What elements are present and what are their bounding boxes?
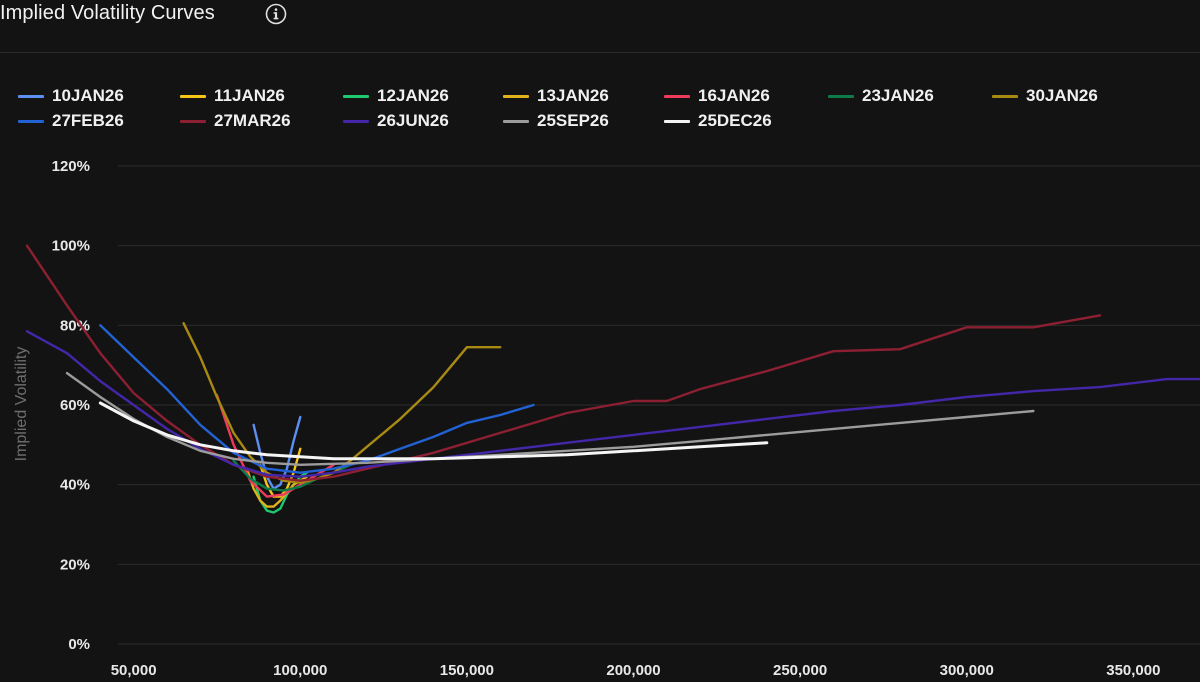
chart-grid	[118, 165, 1200, 645]
legend-swatch	[180, 94, 206, 98]
legend-item-12jan26[interactable]: 12JAN26	[343, 84, 449, 108]
y-tick-label: 60%	[60, 397, 90, 414]
legend-swatch	[180, 119, 206, 123]
legend-swatch	[503, 119, 529, 123]
series-line-27mar26[interactable]	[25, 244, 1102, 482]
legend-label: 13JAN26	[537, 86, 609, 105]
legend-label: 11JAN26	[214, 86, 285, 105]
legend-swatch	[503, 94, 529, 98]
x-tick-label: 200,000	[606, 662, 660, 679]
y-axis-ticks: 0% 20% 40% 60% 80% 100% 120%	[52, 158, 90, 653]
legend-item-10jan26[interactable]: 10JAN26	[18, 84, 124, 108]
info-circle-icon[interactable]	[265, 3, 287, 25]
legend-swatch	[18, 94, 44, 98]
legend-label: 30JAN26	[1026, 86, 1098, 105]
y-tick-label: 0%	[68, 636, 90, 653]
series-line-16jan26[interactable]	[215, 393, 335, 498]
legend-swatch	[992, 94, 1018, 98]
series-line-26jun26[interactable]	[25, 330, 1200, 478]
legend-label: 25SEP26	[537, 111, 609, 130]
legend-item-16jan26[interactable]: 16JAN26	[664, 84, 770, 108]
x-tick-label: 50,000	[111, 662, 157, 679]
legend-item-26jun26[interactable]: 26JUN26	[343, 109, 449, 133]
legend-swatch	[343, 94, 369, 98]
legend-swatch	[664, 94, 690, 98]
series-line-25dec26[interactable]	[98, 401, 769, 461]
legend-swatch	[664, 119, 690, 123]
legend-item-11jan26[interactable]: 11JAN26	[180, 84, 285, 108]
legend-label: 16JAN26	[698, 86, 770, 105]
x-tick-label: 150,000	[440, 662, 494, 679]
chart-series	[25, 244, 1200, 514]
legend-label: 25DEC26	[698, 111, 772, 130]
legend-item-25sep26[interactable]: 25SEP26	[503, 109, 609, 133]
y-axis-label: Implied Volatility	[13, 347, 30, 462]
legend-swatch	[343, 119, 369, 123]
x-tick-label: 350,000	[1106, 662, 1160, 679]
legend-item-27feb26[interactable]: 27FEB26	[18, 109, 124, 133]
y-tick-label: 20%	[60, 556, 90, 573]
x-axis-ticks: 50,000 100,000 150,000 200,000 250,000 300,00…	[111, 662, 1161, 679]
legend-label: 23JAN26	[862, 86, 934, 105]
legend-label: 12JAN26	[377, 86, 449, 105]
y-tick-label: 120%	[52, 158, 90, 175]
legend-item-30jan26[interactable]: 30JAN26	[992, 84, 1098, 108]
legend-label: 26JUN26	[377, 111, 449, 130]
y-tick-label: 100%	[52, 238, 90, 255]
legend-item-13jan26[interactable]: 13JAN26	[503, 84, 609, 108]
legend-item-25dec26[interactable]: 25DEC26	[664, 109, 772, 133]
legend-swatch	[828, 94, 854, 98]
x-tick-label: 300,000	[940, 662, 994, 679]
chart-legend: 10JAN26 11JAN26 12JAN26 13JAN26 16JAN26 23JAN…	[18, 86, 1198, 140]
x-tick-label: 100,000	[273, 662, 327, 679]
series-line-10jan26[interactable]	[252, 415, 302, 490]
y-tick-label: 80%	[60, 317, 90, 334]
chart-header: Implied Volatility Curves	[0, 0, 1200, 53]
x-tick-label: 250,000	[773, 662, 827, 679]
legend-label: 10JAN26	[52, 86, 124, 105]
series-line-27feb26[interactable]	[99, 324, 535, 474]
y-tick-label: 40%	[60, 477, 90, 494]
legend-item-23jan26[interactable]: 23JAN26	[828, 84, 934, 108]
legend-label: 27MAR26	[214, 111, 291, 130]
chart-title: Implied Volatility Curves	[0, 2, 215, 24]
legend-label: 27FEB26	[52, 111, 124, 130]
legend-swatch	[18, 119, 44, 123]
legend-item-27mar26[interactable]: 27MAR26	[180, 109, 291, 133]
